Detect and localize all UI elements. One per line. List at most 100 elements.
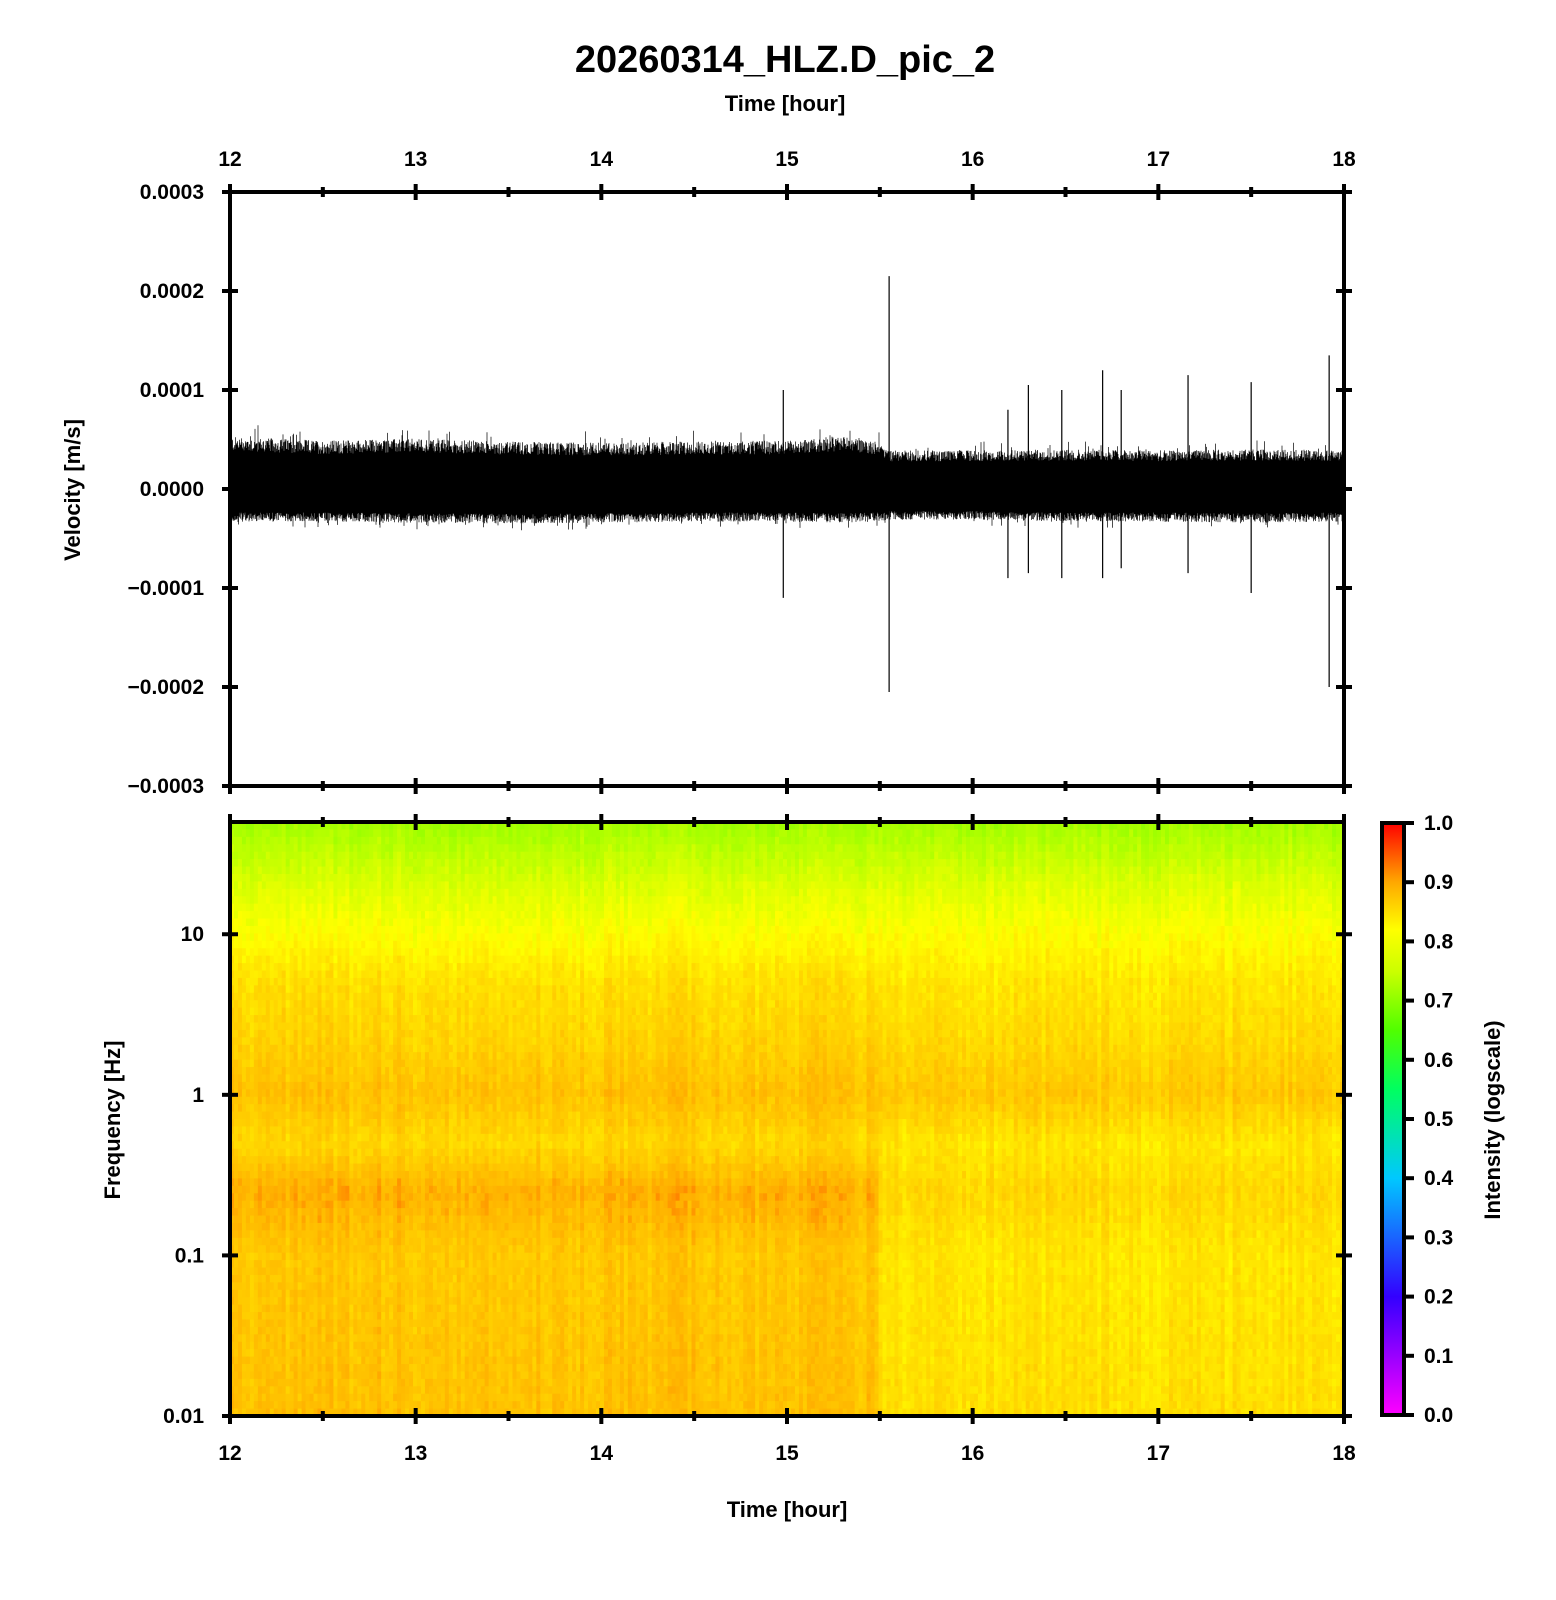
spectrogram-cell [428,1067,434,1076]
spectrogram-cell [369,1148,374,1157]
spectrogram-cell [317,1148,323,1157]
spectrogram-cell [452,1393,458,1402]
spectrogram-cell [472,903,478,912]
spectrogram-cell [261,1401,267,1410]
spectrogram-cell [444,1222,450,1231]
spectrogram-cell [357,1089,362,1098]
spectrogram-cell [460,948,466,957]
spectrogram-cell [385,1341,390,1350]
spectrogram-cell [257,1349,263,1358]
spectrogram-cell [317,1185,323,1194]
spectrogram-cell [297,822,303,831]
spectrogram-cell [448,859,454,868]
spectrogram-cell [369,1104,374,1113]
spectrogram-cell [373,1200,378,1209]
spectrogram-cell [293,1289,299,1298]
spectrogram-cell [230,1326,235,1335]
spectrogram-cell [353,1193,358,1202]
spectrogram-cell [285,1401,291,1410]
spectrogram-cell [345,1007,350,1016]
spectrogram-cell [353,1081,358,1090]
spectrogram-cell [357,903,362,912]
spectrogram-cell [349,1089,354,1098]
spectrogram-cell [341,1319,346,1328]
spectrogram-cell [269,1044,275,1053]
spectrogram-cell [393,1230,398,1239]
spectrogram-cell [452,859,458,868]
spectrogram-cell [341,1386,346,1395]
spectrogram-cell [345,1230,350,1239]
spectrogram-cell [321,1378,327,1387]
spectrogram-cell [333,992,339,1001]
spectrogram-cell [273,1067,279,1076]
spectrogram-cell [361,948,366,957]
spectrogram-cell [357,888,362,897]
spectrogram-cell [281,1007,287,1016]
spectrogram-cell [321,1252,327,1261]
spectrogram-cell [432,1349,438,1358]
spectrogram-cell [393,1156,398,1165]
spectrogram-cell [317,1007,323,1016]
spectrogram-cell [424,1178,430,1187]
spectrogram-cell [424,822,430,831]
spectrogram-cell [293,1067,299,1076]
spectrogram-cell [432,933,438,942]
spectrogram-cell [357,851,362,860]
spectrogram-cell [313,963,319,972]
spectrogram-cell [281,1133,287,1142]
spectrogram-cell [333,1222,339,1231]
spectrogram-cell [448,940,454,949]
spectrogram-cell [257,1089,263,1098]
spectrogram-cell [468,1104,474,1113]
spectrogram-cell [440,933,446,942]
spectrogram-cell [389,888,394,897]
spectrogram-cell [261,1141,267,1150]
spectrogram-cell [373,1312,378,1321]
spectrogram-cell [452,1289,458,1298]
spectrogram-cell [377,1067,382,1076]
spectrogram-cell [413,1371,418,1380]
spectrogram-cell [345,1245,350,1254]
spectrogram-cell [237,1364,243,1373]
spectrogram-cell [273,1126,279,1135]
spectrogram-cell [321,881,327,890]
spectrogram-cell [420,1260,426,1269]
spectrogram-cell [397,1356,402,1365]
spectrogram-cell [460,1326,466,1335]
spectrogram-cell [385,955,390,964]
spectrogram-cell [345,1364,350,1373]
spectrogram-cell [409,955,414,964]
spectrogram-cell [341,1126,346,1135]
spectrogram-cell [385,1371,390,1380]
spectrogram-cell [420,1326,426,1335]
spectrogram-cell [317,851,323,860]
spectrogram-cell [237,866,243,875]
spectrogram-cell [293,1178,299,1187]
spectrogram-cell [393,1029,398,1038]
spectrogram-cell [309,1304,315,1313]
spectrogram-cell [452,1341,458,1350]
spectrogram-cell [281,1274,287,1283]
spectrogram-cell [301,955,307,964]
spectrogram-cell [416,992,422,1001]
spectrogram-cell [413,1141,418,1150]
spectrogram-cell [305,866,311,875]
spectrogram-cell [261,1208,267,1217]
spectrogram-cell [249,844,255,853]
spectrogram-cell [297,1096,303,1105]
spectrogram-cell [297,955,303,964]
spectrogram-cell [420,911,426,920]
spectrogram-cell [432,896,438,905]
spectrogram-cell [405,1401,410,1410]
spectrogram-cell [337,1015,342,1024]
spectrogram-cell [436,888,442,897]
spectrogram-cell [440,911,446,920]
spectrogram-cell [253,1000,259,1009]
spectrogram-cell [245,1156,251,1165]
spectrogram-cell [373,1274,378,1283]
spectrogram-cell [357,1252,362,1261]
spectrogram-cell [393,1022,398,1031]
spectrogram-cell [424,873,430,883]
spectrogram-cell [432,1119,438,1128]
spectrogram-cell [472,1000,478,1009]
